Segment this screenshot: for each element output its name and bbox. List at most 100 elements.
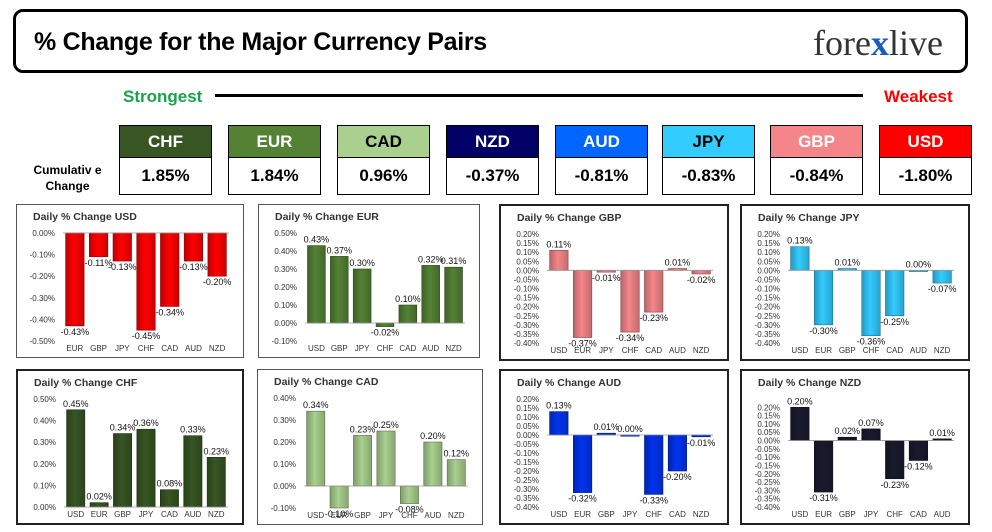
x-tick-label: JPY xyxy=(864,510,879,519)
y-tick-label: -0.15% xyxy=(514,458,539,467)
data-label: 0.37% xyxy=(327,245,353,255)
x-tick-label: CAD xyxy=(910,510,927,519)
data-label: -0.01% xyxy=(687,438,716,448)
y-tick-label: -0.05% xyxy=(514,440,539,449)
bar xyxy=(549,250,569,271)
bar xyxy=(421,265,440,324)
bar xyxy=(814,440,834,493)
y-tick-label: -0.15% xyxy=(755,294,780,303)
y-tick-label: -0.10% xyxy=(272,337,297,346)
data-label: 0.31% xyxy=(441,256,467,266)
weakest-label: Weakest xyxy=(884,87,953,106)
y-tick-label: -0.40% xyxy=(514,503,539,512)
x-tick-label: USD xyxy=(67,510,84,519)
x-tick-label: CAD xyxy=(645,346,662,355)
bar xyxy=(375,322,395,327)
bar xyxy=(885,440,905,480)
bar xyxy=(399,485,419,504)
y-tick-label: 0.00% xyxy=(32,229,55,238)
x-tick-label: JPY xyxy=(379,511,394,520)
currency-box-nzd: NZD -0.37% xyxy=(446,125,539,195)
y-tick-label: -0.15% xyxy=(755,461,780,470)
y-tick-label: 0.40% xyxy=(273,394,296,403)
x-tick-label: GBP xyxy=(839,346,856,355)
x-tick-label: NZD xyxy=(445,344,462,353)
y-tick-label: -0.10% xyxy=(514,449,539,458)
chart-title: Daily % Change CAD xyxy=(274,376,379,388)
currency-name: CHF xyxy=(119,125,212,158)
y-tick-label: 0.00% xyxy=(516,266,539,275)
x-tick-label: EUR xyxy=(815,510,832,519)
data-label: -0.02% xyxy=(687,275,716,285)
bar-chart-svg: Daily % Change CHF 0.50% 0.40% 0.30% 0.20% 0.… xyxy=(33,377,229,519)
currency-name: JPY xyxy=(662,125,755,158)
bar-chart-svg: Daily % Change JPY0.20%0.15%0.10%0.05%0.… xyxy=(755,212,957,355)
data-label: 0.02% xyxy=(86,492,112,502)
data-label: 0.01% xyxy=(929,428,955,438)
y-tick-label: -0.30% xyxy=(755,321,780,330)
chart-panel-usd: Daily % Change USD 0.00% -0.10% -0.20% -0.30… xyxy=(16,204,244,358)
data-label: -0.08% xyxy=(395,505,424,515)
y-tick-label: -0.25% xyxy=(755,312,780,321)
y-tick-label: 0.00% xyxy=(274,319,297,328)
x-tick-label: CAD xyxy=(161,344,178,353)
x-tick-label: CAD xyxy=(161,510,178,519)
x-tick-label: JPY xyxy=(115,344,130,353)
chart-panel-aud: Daily % Change AUD 0.20% 0.15% 0.10% 0.05% 0.… xyxy=(499,369,729,525)
data-label: 0.10% xyxy=(395,294,421,304)
x-tick-label: JPY xyxy=(599,346,614,355)
x-tick-label: AUD xyxy=(910,346,927,355)
x-tick-label: USD xyxy=(307,511,324,520)
currency-cumulative-pct: -1.80% xyxy=(879,158,972,195)
x-tick-label: CAD xyxy=(886,346,903,355)
y-tick-label: 0.10% xyxy=(33,481,56,490)
data-label: -0.34% xyxy=(616,333,645,343)
y-tick-label: 0.10% xyxy=(516,248,539,257)
y-tick-label: 0.40% xyxy=(274,247,297,256)
bar xyxy=(113,433,133,508)
bar xyxy=(837,436,857,441)
y-tick-label: -0.20% xyxy=(755,470,780,479)
bar xyxy=(307,245,326,324)
y-tick-label: -0.40% xyxy=(755,503,780,512)
y-tick-label: -0.10% xyxy=(30,251,55,260)
page-title: % Change for the Major Currency Pairs xyxy=(34,28,487,56)
x-tick-label: GBP xyxy=(354,511,371,520)
bar xyxy=(398,304,418,324)
data-label: -0.43% xyxy=(61,327,90,337)
y-tick-label: 0.20% xyxy=(273,438,296,447)
currency-box-usd: USD -1.80% xyxy=(879,125,972,195)
x-tick-label: NZD xyxy=(693,510,710,519)
data-label: 0.20% xyxy=(787,396,813,406)
data-label: 0.12% xyxy=(444,449,470,459)
bar-chart-svg: Daily % Change GBP0.20%0.15%0.10%0.05%0.… xyxy=(514,212,716,355)
y-tick-label: -0.15% xyxy=(514,294,539,303)
currency-cumulative-pct: -0.81% xyxy=(555,158,648,195)
currency-cumulative-pct: 1.84% xyxy=(228,158,321,195)
x-tick-label: CHF xyxy=(645,510,662,519)
y-tick-label: 0.15% xyxy=(757,412,780,421)
x-tick-label: CHF xyxy=(886,510,903,519)
data-label: 0.25% xyxy=(373,420,399,430)
data-label: 0.02% xyxy=(835,426,861,436)
data-label: -0.20% xyxy=(203,277,232,287)
bar xyxy=(89,232,109,258)
bar xyxy=(353,435,373,487)
data-label: -0.13% xyxy=(108,262,137,272)
bar xyxy=(423,441,443,487)
currency-name: EUR xyxy=(228,125,321,158)
x-tick-label: NZD xyxy=(208,510,225,519)
x-tick-label: AUD xyxy=(185,344,202,353)
y-tick-label: 0.30% xyxy=(33,438,56,447)
bar xyxy=(790,246,810,271)
data-label: 0.13% xyxy=(546,401,572,411)
data-label: -0.23% xyxy=(880,480,909,490)
x-tick-label: AUD xyxy=(184,510,201,519)
y-tick-label: -0.35% xyxy=(514,330,539,339)
data-label: -0.31% xyxy=(809,493,838,503)
chart-title: Daily % Change GBP xyxy=(517,212,621,224)
x-tick-label: JPY xyxy=(139,510,154,519)
y-tick-label: -0.10% xyxy=(271,504,296,513)
bar xyxy=(444,266,463,324)
x-tick-label: CHF xyxy=(622,346,639,355)
